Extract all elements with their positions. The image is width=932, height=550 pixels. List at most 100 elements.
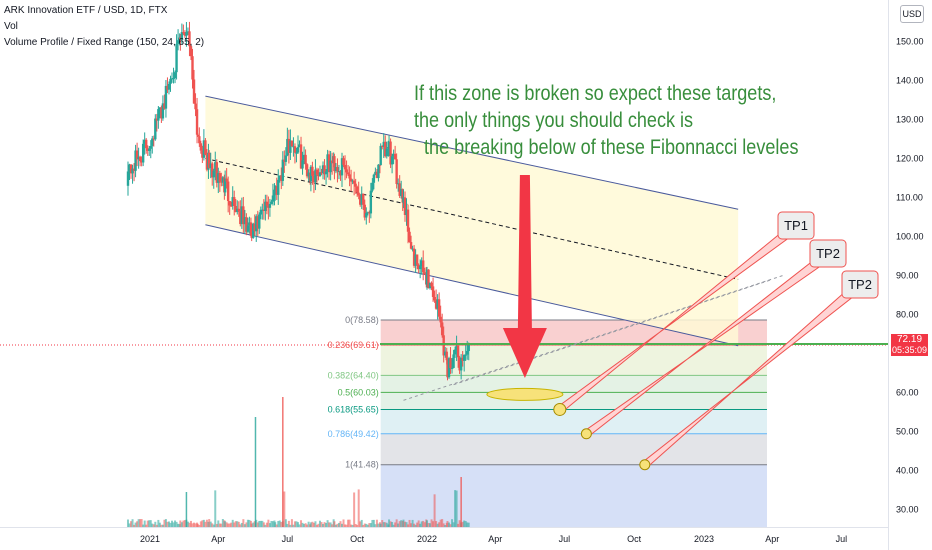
candle-body (467, 344, 470, 352)
volume-bar (368, 523, 371, 527)
candle-body (138, 156, 142, 162)
candle-body (433, 296, 436, 301)
volume-bar (286, 523, 289, 527)
candle-body (411, 248, 414, 250)
volume-bar (271, 521, 274, 527)
candle-body (317, 174, 320, 177)
volume-bar (270, 520, 273, 527)
candle-body (365, 213, 368, 218)
candle-body (321, 165, 325, 174)
volume-bar (258, 520, 261, 527)
candle-body (234, 205, 237, 212)
volume-bar (277, 521, 280, 527)
candle-body (314, 169, 317, 183)
volume-bar (292, 524, 295, 527)
symbol-title[interactable]: ARK Innovation ETF / USD, 1D, FTX (4, 5, 168, 16)
candle-body (307, 172, 310, 177)
volume-bar (353, 492, 356, 527)
volume-bar (196, 523, 199, 527)
volume-bar (205, 519, 208, 527)
fib-band (380, 409, 767, 434)
last-price-value: 72.19 (896, 334, 923, 345)
price-axis-tick: 140.00 (896, 76, 924, 86)
volume-bar (199, 521, 202, 527)
candle-body (287, 138, 291, 153)
volume-bar (466, 522, 469, 527)
volume-bar (339, 521, 342, 527)
candle-body (185, 31, 188, 36)
volume-bar (157, 519, 160, 527)
volume-bar (384, 522, 387, 527)
candle-body (327, 154, 331, 173)
volume-bar (374, 524, 377, 527)
volume-bar (351, 524, 354, 527)
currency-button[interactable]: USD (900, 5, 924, 23)
volume-bar (420, 521, 423, 527)
volume-profile-label[interactable]: Volume Profile / Fixed Range (150, 24, 6… (4, 37, 205, 48)
volume-bar (320, 522, 323, 527)
candle-body (304, 154, 307, 165)
fib-band (380, 344, 767, 376)
last-price-badge: 72.19 05:35:09 (891, 334, 928, 356)
volume-bar (179, 520, 182, 527)
price-axis-tick: 150.00 (896, 37, 924, 47)
volume-bar (218, 523, 221, 527)
candle-body (389, 141, 392, 165)
candle-body (250, 235, 253, 238)
volume-bar (171, 520, 174, 527)
candle-body (418, 266, 422, 270)
volume-bar (454, 490, 457, 527)
volume-bar (427, 522, 430, 527)
candle-body (444, 351, 447, 356)
volume-bar (365, 523, 368, 527)
candle-body (182, 32, 185, 34)
candle-body (414, 254, 417, 266)
candle-body (245, 217, 248, 232)
candle-body (273, 189, 276, 196)
volume-bar (359, 521, 362, 527)
channel-fill (205, 96, 739, 346)
volume-indicator-label[interactable]: Vol (4, 21, 18, 32)
volume-bar (183, 520, 186, 527)
volume-bar (143, 520, 146, 527)
candle-body (375, 171, 379, 179)
volume-bar (371, 519, 374, 527)
volume-bar (388, 519, 391, 527)
candle-body (453, 349, 457, 355)
candle-body (132, 168, 136, 171)
volume-bar (341, 523, 344, 527)
volume-bar (446, 521, 449, 527)
candle-body (292, 146, 295, 148)
volume-bar (350, 524, 353, 527)
analysis-annotation[interactable]: If this zone is broken so expect these t… (414, 80, 799, 161)
candle-body (390, 156, 394, 165)
volume-bar (245, 522, 248, 527)
candle-body (387, 146, 390, 149)
volume-bar (307, 521, 310, 527)
candle-body (305, 164, 309, 177)
candle-body (126, 171, 130, 186)
candle-body (191, 56, 194, 80)
candle-body (339, 171, 342, 176)
volume-bar (214, 490, 217, 527)
candle-body (436, 299, 439, 309)
candle-body (158, 107, 162, 110)
volume-bar (389, 521, 392, 527)
candle-body (452, 354, 455, 368)
candle-body (258, 214, 261, 229)
candlestick-series (126, 21, 470, 381)
volume-bar (231, 519, 234, 527)
candle-body (183, 32, 187, 36)
time-axis-tick: 2023 (694, 534, 714, 544)
candle-body (253, 223, 256, 232)
volume-bar (262, 522, 265, 527)
candle-body (154, 118, 157, 140)
candle-body (324, 171, 328, 175)
projection-dashed-2 (403, 275, 784, 401)
candle-body (417, 264, 420, 270)
volume-bar (275, 524, 278, 527)
candle-body (340, 158, 344, 176)
candle-body (351, 180, 354, 182)
candle-body (462, 354, 466, 361)
